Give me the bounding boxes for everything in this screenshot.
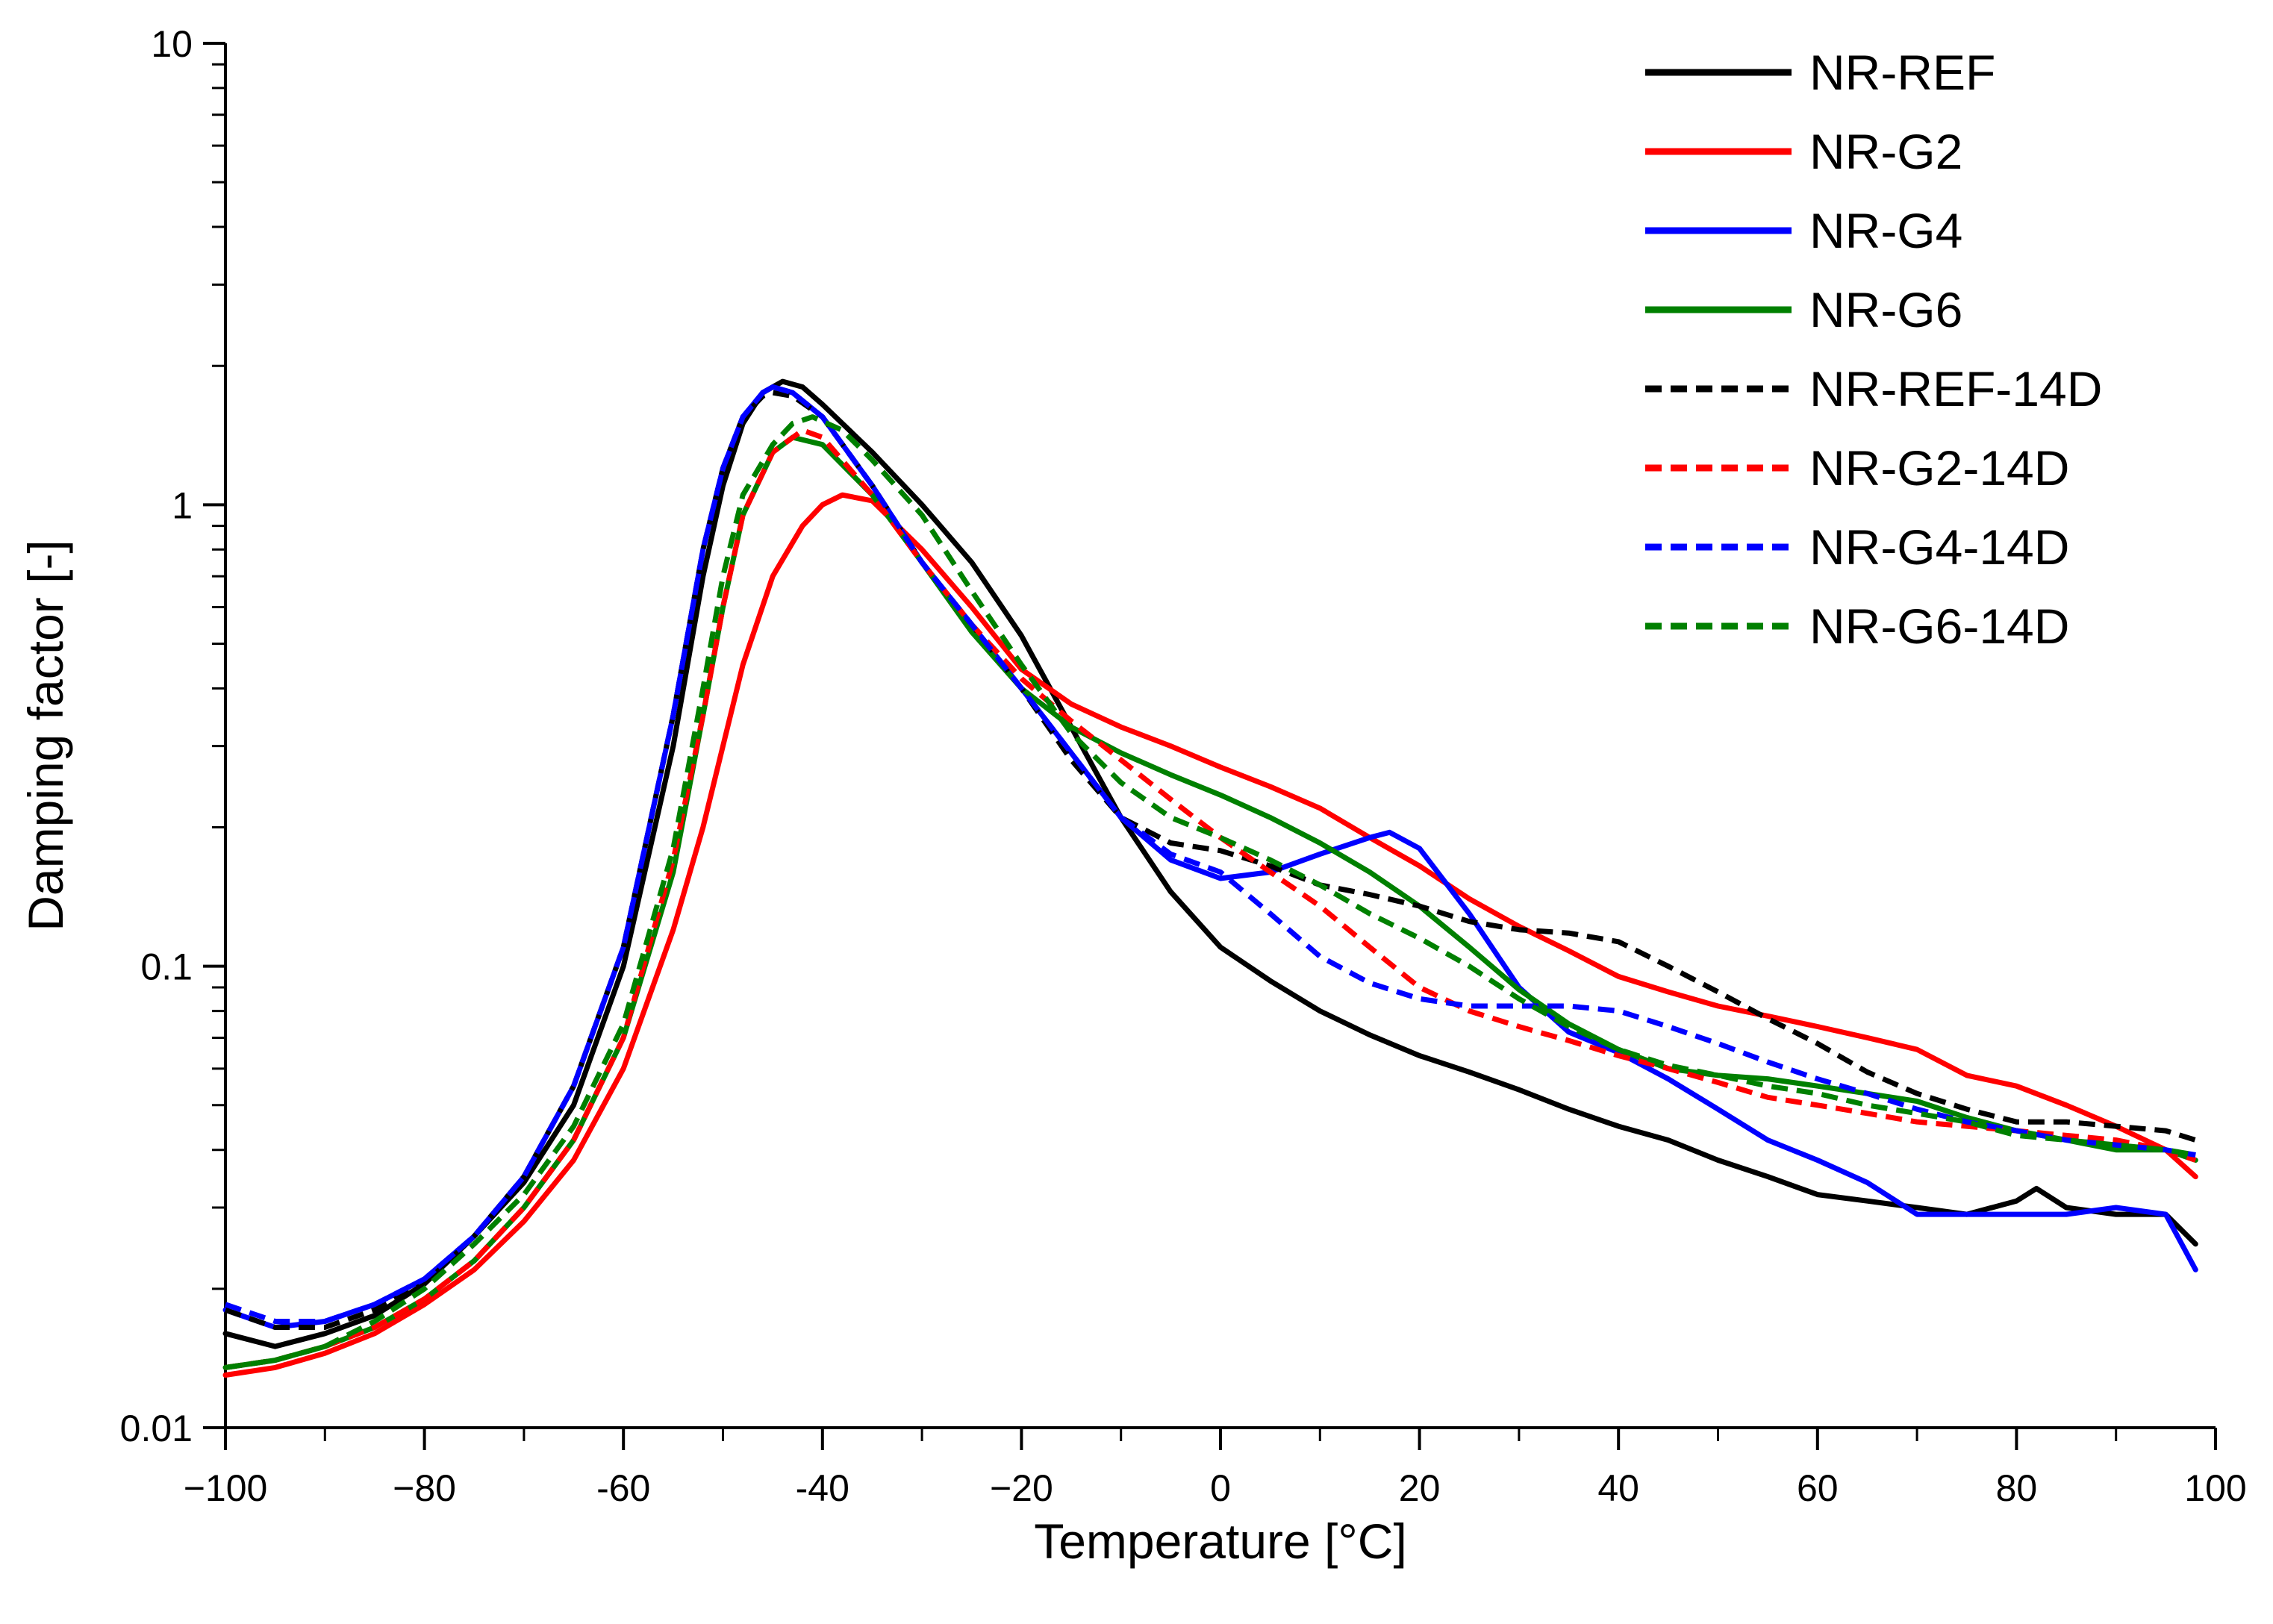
x-tick-label: -40 — [796, 1467, 849, 1509]
legend-label: NR-REF — [1809, 45, 1995, 100]
x-tick-label: 40 — [1597, 1467, 1639, 1509]
x-tick-label: −100 — [184, 1467, 268, 1509]
x-tick-label: 20 — [1399, 1467, 1441, 1509]
x-tick-label: 60 — [1797, 1467, 1839, 1509]
x-tick-label: -60 — [596, 1467, 650, 1509]
y-tick-label: 1 — [172, 484, 193, 526]
series-line-nr-g6-14d — [225, 414, 2196, 1370]
x-tick-label: 80 — [1996, 1467, 2038, 1509]
series-line-nr-g6 — [222, 434, 2198, 1370]
y-tick-label: 0.1 — [140, 946, 193, 988]
y-tick-label: 0.01 — [120, 1408, 193, 1449]
axes: −100 −80 -60 -40 −20 0 20 40 60 80 100 0.01 0.1 1 10 — [120, 23, 2247, 1509]
x-tick-label: 0 — [1210, 1467, 1231, 1509]
x-axis-title: Temperature [°C] — [1034, 1514, 1407, 1569]
legend-label: NR-G6-14D — [1809, 599, 2069, 654]
y-axis-title: Damping factor [-] — [18, 540, 73, 931]
series-line-nr-g2-14d — [225, 428, 2197, 1370]
legend-label: NR-REF-14D — [1809, 361, 2102, 416]
legend-label: NR-G4-14D — [1809, 519, 2069, 575]
series-line-nr-g2 — [222, 492, 2198, 1378]
legend-label: NR-G6 — [1809, 282, 1962, 337]
legend-label: NR-G2-14D — [1809, 440, 2069, 496]
x-tick-label: 100 — [2184, 1467, 2246, 1509]
legend-label: NR-G4 — [1809, 203, 1962, 258]
series-line-nr-g4-14d — [224, 384, 2196, 1324]
series-line-nr-ref-14d — [224, 390, 2197, 1330]
series-line-nr-ref — [222, 378, 2198, 1349]
y-tick-label: 10 — [151, 23, 193, 65]
plot-lines — [222, 378, 2198, 1378]
legend-label: NR-G2 — [1809, 124, 1962, 179]
legend: NR-REF NR-G2 NR-G4 NR-G6 NR-REF-14D NR-G2-14D… — [1645, 45, 2102, 654]
x-tick-label: −20 — [990, 1467, 1053, 1509]
x-tick-label: −80 — [393, 1467, 456, 1509]
